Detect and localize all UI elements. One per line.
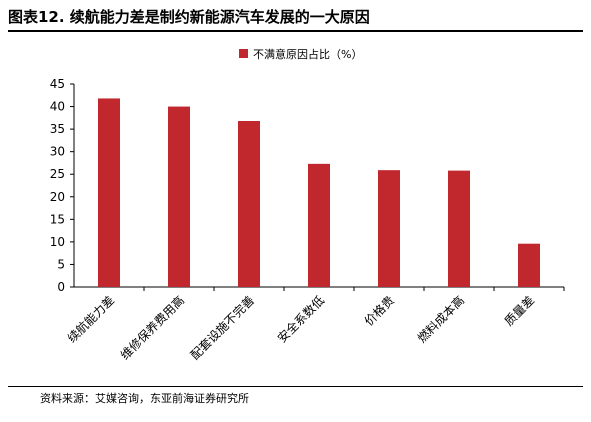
y-tick-label: 15 (50, 212, 65, 226)
y-tick-label: 5 (57, 257, 65, 271)
bar (448, 170, 470, 287)
y-tick-label: 20 (50, 190, 65, 204)
y-tick-label: 10 (50, 235, 65, 249)
title-rule (8, 30, 583, 32)
y-tick-label: 35 (50, 122, 65, 136)
x-tick-labels: 续航能力差 维修保养费用高 配套设施不完善 安全系数低 价格贵 燃料成本高 质量差 (64, 293, 537, 363)
y-tick-labels: 0 5 10 15 20 25 30 35 40 45 (50, 77, 65, 294)
bar (378, 170, 400, 287)
y-tick-label: 45 (50, 77, 65, 91)
y-tick-label: 0 (57, 280, 65, 294)
x-tick-label: 质量差 (502, 293, 537, 328)
bars (98, 98, 540, 288)
bar (308, 163, 330, 287)
y-tick-label: 25 (50, 167, 65, 181)
chart-title: 图表12. 续航能力差是制约新能源汽车发展的一大原因 (8, 8, 370, 26)
y-tick-label: 40 (50, 100, 65, 114)
y-tick-label: 30 (50, 145, 65, 159)
x-tick-label: 燃料成本高 (414, 293, 467, 346)
bar (98, 98, 120, 288)
source-note: 资料来源：艾媒咨询，东亚前海证券研究所 (40, 392, 249, 405)
bar-chart: 不满意原因占比（%） 0 5 10 15 20 25 30 35 40 45 续航能力差 维修保养费… (50, 47, 565, 363)
x-tick-label: 续航能力差 (64, 293, 117, 346)
legend-label: 不满意原因占比（%） (253, 47, 362, 61)
x-tick-label: 维修保养费用高 (117, 293, 187, 363)
x-tick-label: 价格贵 (361, 293, 397, 329)
bar (238, 120, 260, 287)
x-tick-label: 安全系数低 (274, 293, 327, 346)
legend: 不满意原因占比（%） (239, 47, 362, 61)
bar (518, 243, 540, 287)
legend-swatch (239, 49, 248, 58)
bar (168, 106, 190, 287)
footer-rule (8, 386, 583, 387)
x-tick-label: 配套设施不完善 (187, 293, 257, 363)
